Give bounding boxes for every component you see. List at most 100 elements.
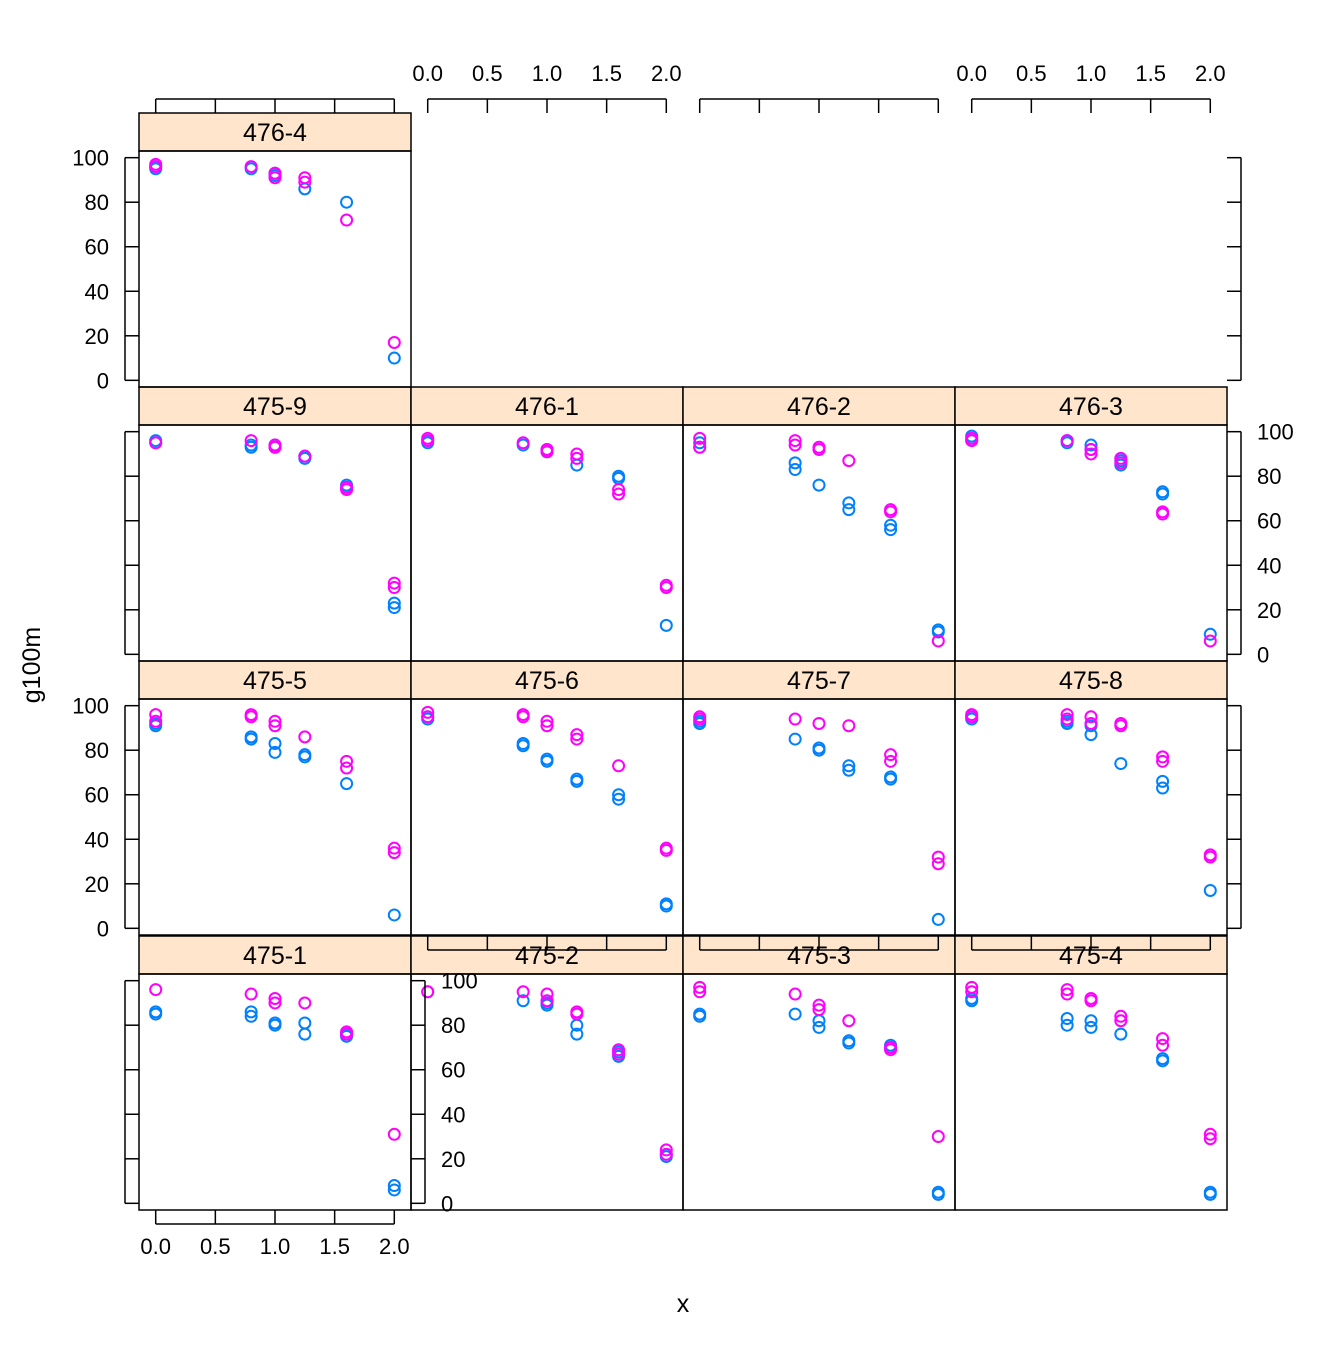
data-point-series-2 bbox=[298, 449, 312, 463]
data-point-series-2 bbox=[1084, 447, 1098, 461]
x-tick-label: 2.0 bbox=[651, 61, 682, 86]
data-point-series-2 bbox=[268, 996, 282, 1010]
data-point-series-1 bbox=[931, 1187, 945, 1201]
data-point-series-1 bbox=[842, 763, 856, 777]
data-point-series-1 bbox=[1156, 781, 1170, 795]
data-point-series-1 bbox=[298, 750, 312, 764]
data-point-series-2 bbox=[965, 985, 979, 999]
data-point-series-2 bbox=[659, 843, 673, 857]
data-point-series-2 bbox=[540, 994, 554, 1008]
data-point-series-2 bbox=[298, 171, 312, 185]
data-point-series-2 bbox=[965, 710, 979, 724]
data-point-series-1 bbox=[540, 754, 554, 768]
data-point-series-2 bbox=[1203, 1132, 1217, 1146]
data-point-series-2 bbox=[540, 714, 554, 728]
data-point-series-1 bbox=[340, 777, 354, 791]
x-tick-label: 1.0 bbox=[260, 1234, 291, 1259]
data-point-series-2 bbox=[1084, 442, 1098, 456]
strip-background bbox=[410, 386, 684, 426]
data-point-series-2 bbox=[1060, 983, 1074, 997]
data-point-series-2 bbox=[884, 1043, 898, 1057]
data-point-series-2 bbox=[693, 712, 707, 726]
data-point-series-2 bbox=[149, 983, 163, 997]
y-tick-label: 40 bbox=[85, 827, 109, 852]
data-point-series-2 bbox=[387, 576, 401, 590]
data-point-series-2 bbox=[540, 719, 554, 733]
x-tick-label: 0.5 bbox=[200, 1234, 231, 1259]
data-point-series-1 bbox=[387, 351, 401, 365]
data-point-series-1 bbox=[1060, 716, 1074, 730]
data-point-series-2 bbox=[1203, 1127, 1217, 1141]
data-point-series-1 bbox=[387, 1183, 401, 1197]
data-point-series-2 bbox=[516, 710, 530, 724]
panel-476-3: 476-3 bbox=[954, 386, 1228, 662]
data-point-series-2 bbox=[1156, 750, 1170, 764]
data-point-series-1 bbox=[244, 1005, 258, 1019]
x-tick-label: 0.5 bbox=[472, 61, 503, 86]
data-point-series-2 bbox=[244, 160, 258, 174]
data-point-series-1 bbox=[812, 743, 826, 757]
x-tick-label: 0.0 bbox=[956, 61, 987, 86]
panel-475-9: 475-9 bbox=[138, 386, 412, 662]
strip-label: 476-1 bbox=[515, 393, 579, 421]
y-tick-label: 60 bbox=[441, 1058, 465, 1083]
data-point-series-2 bbox=[149, 714, 163, 728]
data-point-series-1 bbox=[842, 759, 856, 773]
strip-background bbox=[682, 386, 956, 426]
data-point-series-2 bbox=[1156, 507, 1170, 521]
strip-label: 475-5 bbox=[243, 667, 307, 695]
y-tick-label: 40 bbox=[85, 279, 109, 304]
panel-475-6: 475-6 bbox=[410, 660, 684, 936]
strip-label: 475-8 bbox=[1059, 667, 1123, 695]
data-point-series-1 bbox=[340, 195, 354, 209]
data-point-series-2 bbox=[268, 166, 282, 180]
data-point-series-1 bbox=[965, 994, 979, 1008]
data-point-series-2 bbox=[931, 857, 945, 871]
x-axis-title: x bbox=[677, 1290, 690, 1318]
panel-475-3: 475-3 bbox=[682, 935, 956, 1211]
y-tick-label: 100 bbox=[72, 694, 109, 719]
data-point-series-1 bbox=[812, 1020, 826, 1034]
y-tick-label: 80 bbox=[85, 190, 109, 215]
data-point-series-1 bbox=[149, 1007, 163, 1021]
data-point-series-1 bbox=[1203, 883, 1217, 897]
data-point-series-1 bbox=[788, 1007, 802, 1021]
data-point-series-2 bbox=[570, 732, 584, 746]
data-point-series-2 bbox=[516, 985, 530, 999]
data-point-series-1 bbox=[244, 440, 258, 454]
data-point-series-1 bbox=[387, 1179, 401, 1193]
data-point-series-2 bbox=[1114, 456, 1128, 470]
data-point-series-1 bbox=[298, 1016, 312, 1030]
data-point-series-2 bbox=[570, 728, 584, 742]
data-point-series-2 bbox=[612, 1047, 626, 1061]
data-point-series-1 bbox=[570, 774, 584, 788]
data-point-series-2 bbox=[1084, 994, 1098, 1008]
y-tick-label: 100 bbox=[1257, 420, 1294, 445]
plot-region bbox=[138, 424, 412, 662]
data-point-series-2 bbox=[884, 754, 898, 768]
x-tick-label: 0.5 bbox=[1016, 61, 1047, 86]
data-point-series-2 bbox=[812, 716, 826, 730]
data-point-series-1 bbox=[387, 908, 401, 922]
y-tick-label: 100 bbox=[441, 969, 478, 994]
data-point-series-2 bbox=[659, 1143, 673, 1157]
data-point-series-1 bbox=[788, 463, 802, 477]
panel-475-2: 475-2 bbox=[410, 935, 684, 1211]
panel-475-8: 475-8 bbox=[954, 660, 1228, 936]
y-tick-label: 0 bbox=[441, 1191, 453, 1216]
data-point-series-1 bbox=[788, 732, 802, 746]
data-point-series-2 bbox=[812, 442, 826, 456]
data-point-series-2 bbox=[421, 710, 435, 724]
data-point-series-2 bbox=[1084, 710, 1098, 724]
data-point-series-2 bbox=[693, 985, 707, 999]
y-tick-label: 100 bbox=[72, 146, 109, 171]
data-point-series-2 bbox=[298, 175, 312, 189]
data-point-series-1 bbox=[1084, 438, 1098, 452]
data-point-series-1 bbox=[842, 1036, 856, 1050]
data-point-series-2 bbox=[931, 1130, 945, 1144]
data-point-series-1 bbox=[1203, 1187, 1217, 1201]
y-tick-label: 0 bbox=[1257, 642, 1269, 667]
data-point-series-2 bbox=[244, 987, 258, 1001]
data-point-series-1 bbox=[659, 618, 673, 632]
